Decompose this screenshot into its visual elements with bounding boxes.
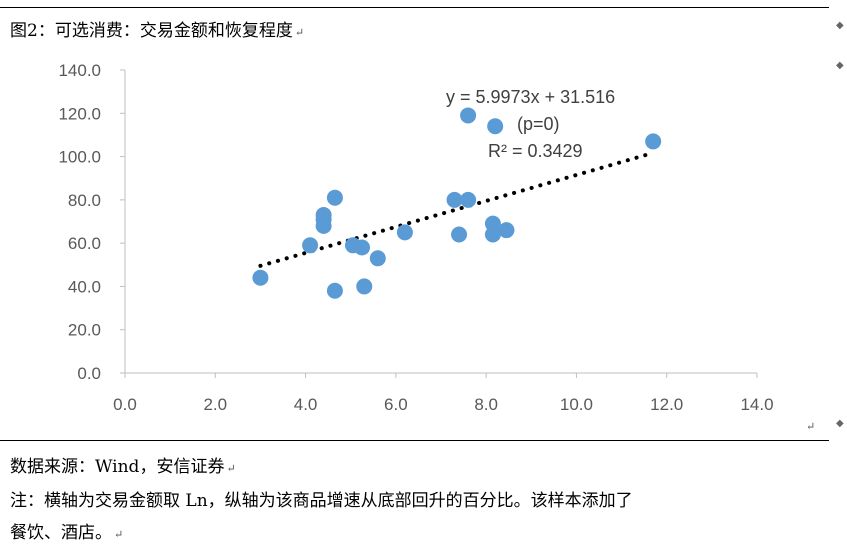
data-point (356, 278, 373, 295)
data-point (498, 222, 515, 239)
trend-p-value: (p=0) (517, 114, 560, 134)
y-tick-label: 100.0 (58, 148, 101, 167)
y-tick-label: 80.0 (68, 191, 101, 210)
data-point (315, 217, 332, 234)
scatter-chart: 0.0 20.0 40.0 60.0 80.0 100.0 120.0 140.0 0.0 2.… (58, 61, 774, 414)
paragraph-mark-icon: ↵ (294, 26, 305, 39)
source-text: 数据来源：Wind，安信证券 (10, 457, 225, 477)
y-axis-ticks: 0.0 20.0 40.0 60.0 80.0 100.0 120.0 140.0 (58, 61, 125, 383)
y-tick-label: 40.0 (68, 277, 101, 296)
data-point (460, 107, 477, 124)
source-line: 数据来源：Wind，安信证券 ↵ (10, 452, 236, 477)
y-tick-label: 60.0 (68, 234, 101, 253)
x-axis-ticks: 0.0 2.0 4.0 6.0 8.0 10.0 12.0 14.0 (113, 373, 774, 414)
x-tick-label: 6.0 (384, 395, 408, 414)
note-text-1: 注：横轴为交易金额取 Ln，纵轴为该商品增速从底部回升的百分比。该样本添加了 (10, 491, 633, 511)
y-tick-label: 120.0 (58, 104, 101, 123)
side-marker-icon: ◆ (836, 418, 844, 429)
data-point (302, 237, 319, 254)
note-line-1: 注：横轴为交易金额取 Ln，纵轴为该商品增速从底部回升的百分比。该样本添加了 (10, 486, 633, 511)
data-point (446, 191, 463, 208)
figure-title: 图2：可选消费：交易金额和恢复程度 ↵ (10, 16, 304, 41)
y-tick-label: 20.0 (68, 321, 101, 340)
x-tick-label: 2.0 (203, 395, 227, 414)
x-tick-label: 8.0 (474, 395, 498, 414)
data-point (487, 118, 504, 135)
data-point (369, 250, 386, 267)
x-tick-label: 12.0 (650, 395, 683, 414)
data-point (354, 239, 370, 256)
data-point (396, 224, 413, 241)
trend-r-squared: R² = 0.3429 (488, 141, 583, 161)
data-points (252, 107, 662, 299)
note-line-2: 餐饮、酒店。 ↵ (10, 518, 123, 543)
x-tick-label: 10.0 (560, 395, 593, 414)
x-tick-label: 14.0 (740, 395, 773, 414)
data-point (451, 226, 468, 243)
data-point (326, 282, 343, 299)
paragraph-mark-icon: ↵ (114, 528, 124, 541)
paragraph-mark-icon: ↵ (226, 462, 236, 475)
data-point (645, 133, 662, 150)
data-point (484, 226, 501, 243)
side-marker-icon: ◆ (836, 60, 844, 71)
top-rule (0, 7, 829, 8)
y-tick-label: 140.0 (58, 61, 101, 80)
data-point (252, 269, 269, 286)
data-point (326, 189, 343, 206)
data-point (460, 191, 477, 208)
side-marker-icon: ◆ (836, 20, 844, 31)
trend-equation: y = 5.9973x + 31.516 (446, 87, 615, 107)
x-tick-label: 0.0 (113, 395, 137, 414)
paragraph-mark-icon: ↵ (806, 420, 816, 433)
y-tick-label: 0.0 (77, 364, 101, 383)
bottom-rule (0, 440, 829, 441)
note-text-2: 餐饮、酒店。 (10, 523, 112, 543)
figure-title-text: 图2：可选消费：交易金额和恢复程度 (10, 21, 293, 41)
x-tick-label: 4.0 (294, 395, 318, 414)
